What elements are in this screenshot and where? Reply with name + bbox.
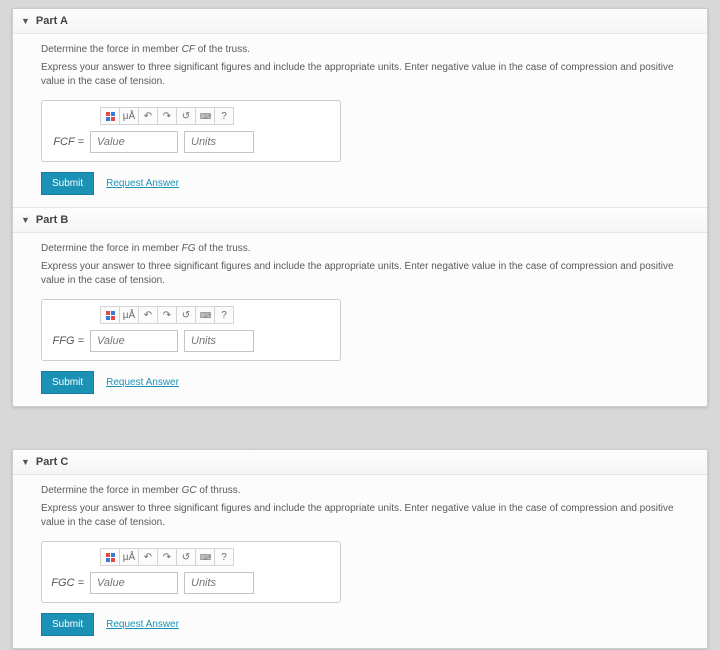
reset-button[interactable]: ↺ [176, 548, 196, 566]
part-c-units-input[interactable] [184, 572, 254, 594]
keyboard-icon[interactable]: ⌨ [195, 306, 215, 324]
part-b-var-label: FFG = [50, 335, 84, 347]
part-a-title: Part A [36, 15, 68, 27]
part-a-var-label: FCF = [50, 136, 84, 148]
redo-button[interactable]: ↷ [157, 548, 177, 566]
undo-button[interactable]: ↶ [138, 548, 158, 566]
part-a-prompt1-post: of the truss. [195, 44, 250, 55]
part-b-header[interactable]: ▼ Part B [13, 207, 707, 233]
part-a-prompt2: Express your answer to three significant… [41, 61, 691, 88]
part-c-prompt2: Express your answer to three significant… [41, 502, 691, 529]
part-c-var-label: FGC = [50, 577, 84, 589]
caret-down-icon: ▼ [21, 215, 30, 225]
keyboard-icon[interactable]: ⌨ [195, 107, 215, 125]
undo-button[interactable]: ↶ [138, 306, 158, 324]
redo-button[interactable]: ↷ [157, 107, 177, 125]
part-b-title: Part B [36, 214, 68, 226]
part-c-value-input[interactable] [90, 572, 178, 594]
part-c-actions: Submit Request Answer [41, 613, 691, 636]
part-b-prompt1-pre: Determine the force in member [41, 243, 182, 254]
part-a-answer-box: μÅ ↶ ↷ ↺ ⌨ ? FCF = [41, 100, 341, 162]
part-c-member: GC [182, 485, 197, 496]
redo-button[interactable]: ↷ [157, 306, 177, 324]
caret-down-icon: ▼ [21, 16, 30, 26]
part-a-request-answer-link[interactable]: Request Answer [106, 178, 179, 189]
part-b-request-answer-link[interactable]: Request Answer [106, 377, 179, 388]
part-b-value-input[interactable] [90, 330, 178, 352]
part-c-request-answer-link[interactable]: Request Answer [106, 619, 179, 630]
part-c-prompt1-pre: Determine the force in member [41, 485, 182, 496]
caret-down-icon: ▼ [21, 457, 30, 467]
format-grid-icon[interactable] [100, 107, 120, 125]
help-button[interactable]: ? [214, 306, 234, 324]
part-c-prompt1-post: of thruss. [197, 485, 241, 496]
part-b-actions: Submit Request Answer [41, 371, 691, 394]
part-b-input-row: FFG = [50, 330, 332, 352]
part-c-prompt1: Determine the force in member GC of thru… [41, 485, 691, 496]
part-a-units-input[interactable] [184, 131, 254, 153]
part-a-prompt1-pre: Determine the force in member [41, 44, 182, 55]
part-b-prompt2: Express your answer to three significant… [41, 260, 691, 287]
special-char-button[interactable]: μÅ [119, 548, 139, 566]
part-a-prompt1: Determine the force in member CF of the … [41, 44, 691, 55]
part-c-submit-button[interactable]: Submit [41, 613, 94, 636]
part-a-value-input[interactable] [90, 131, 178, 153]
keyboard-icon[interactable]: ⌨ [195, 548, 215, 566]
part-b-submit-button[interactable]: Submit [41, 371, 94, 394]
part-b-prompt1-post: of the truss. [196, 243, 251, 254]
part-c-answer-box: μÅ ↶ ↷ ↺ ⌨ ? FGC = [41, 541, 341, 603]
part-b-answer-box: μÅ ↶ ↷ ↺ ⌨ ? FFG = [41, 299, 341, 361]
format-grid-icon[interactable] [100, 306, 120, 324]
help-button[interactable]: ? [214, 107, 234, 125]
part-a-body: Determine the force in member CF of the … [13, 34, 707, 207]
format-grid-icon[interactable] [100, 548, 120, 566]
part-a-submit-button[interactable]: Submit [41, 172, 94, 195]
part-b-member: FG [182, 243, 196, 254]
part-a-panel: ▼ Part A Determine the force in member C… [12, 8, 708, 407]
section-gap [12, 425, 708, 449]
part-a-input-row: FCF = [50, 131, 332, 153]
help-button[interactable]: ? [214, 548, 234, 566]
part-c-body: Determine the force in member GC of thru… [13, 475, 707, 648]
part-a-toolbar: μÅ ↶ ↷ ↺ ⌨ ? [100, 107, 332, 125]
part-b-prompt1: Determine the force in member FG of the … [41, 243, 691, 254]
reset-button[interactable]: ↺ [176, 107, 196, 125]
part-c-title: Part C [36, 456, 68, 468]
part-b-toolbar: μÅ ↶ ↷ ↺ ⌨ ? [100, 306, 332, 324]
part-a-actions: Submit Request Answer [41, 172, 691, 195]
reset-button[interactable]: ↺ [176, 306, 196, 324]
part-a-header[interactable]: ▼ Part A [13, 9, 707, 34]
special-char-button[interactable]: μÅ [119, 306, 139, 324]
part-a-member: CF [182, 44, 195, 55]
part-b-units-input[interactable] [184, 330, 254, 352]
part-c-toolbar: μÅ ↶ ↷ ↺ ⌨ ? [100, 548, 332, 566]
undo-button[interactable]: ↶ [138, 107, 158, 125]
special-char-button[interactable]: μÅ [119, 107, 139, 125]
part-c-header[interactable]: ▼ Part C [13, 450, 707, 475]
part-c-panel: ▼ Part C Determine the force in member G… [12, 449, 708, 649]
part-c-input-row: FGC = [50, 572, 332, 594]
part-b-body: Determine the force in member FG of the … [13, 233, 707, 406]
